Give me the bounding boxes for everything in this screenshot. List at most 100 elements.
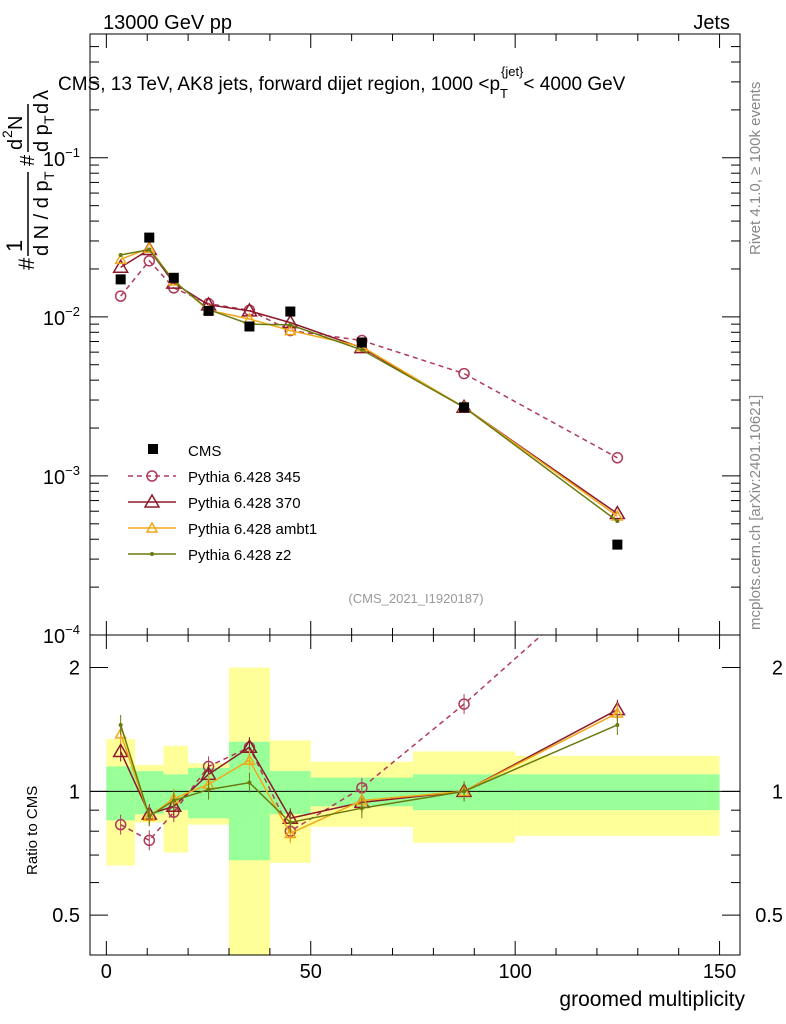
svg-text:d: d <box>5 139 27 150</box>
svg-text:T: T <box>41 171 57 180</box>
ratio-point-ambt1 <box>284 826 297 839</box>
point-z2 <box>288 322 293 327</box>
ratio-plot-frame <box>89 634 741 956</box>
ratio-y-tick-label-right: 0.5 <box>755 905 783 927</box>
ratio-point-p345 <box>114 818 127 831</box>
ratio-y-tick-label: 2 <box>69 658 80 680</box>
point-p345 <box>114 290 127 302</box>
legend-label: Pythia 6.428 z2 <box>188 547 291 564</box>
axis-ticks: 0 50 100 150 10−1 10−2 10−3 10−4 0.5 0.5 1 1 2 2 <box>43 34 783 983</box>
ratio-point-z2 <box>147 814 152 819</box>
y-tick-label: 10−2 <box>43 304 80 330</box>
title-text-a: CMS, 13 TeV, AK8 jets, forward dijet reg… <box>58 74 500 95</box>
cms-data-point <box>168 272 179 283</box>
ratio-point-p370 <box>112 743 129 758</box>
ratio-point-ambt1 <box>243 753 256 766</box>
ratio-series-z2 <box>118 714 620 833</box>
x-axis-label: groomed multiplicity <box>559 988 745 1011</box>
svg-text:1: 1 <box>2 240 27 252</box>
title-subscript: T <box>500 86 508 101</box>
svg-text:T: T <box>41 115 57 124</box>
cms-data-point <box>285 306 296 317</box>
plot-title: CMS, 13 TeV, AK8 jets, forward dijet reg… <box>58 64 626 101</box>
legend-marker-p370 <box>143 493 161 508</box>
point-z2 <box>147 247 152 252</box>
ratio-y-tick-label: 0.5 <box>52 905 80 927</box>
legend-marker-p345 <box>146 470 158 482</box>
svg-text:#: # <box>14 257 39 270</box>
title-text-b: < 4000 GeV <box>523 74 625 95</box>
point-p370 <box>241 302 258 317</box>
ratio-point-p370 <box>165 797 183 812</box>
point-z2 <box>359 347 364 352</box>
cms-data-point <box>356 337 367 348</box>
point-z2 <box>118 252 123 257</box>
cms-data-point <box>459 402 470 413</box>
y-tick-label: 10−1 <box>43 145 80 171</box>
x-tick-label: 0 <box>101 961 112 983</box>
ratio-point-p345 <box>458 698 470 710</box>
y-tick-label: 10−4 <box>43 622 80 648</box>
y-axis-label: # 1 d N / d p T # d 2 N d p T d λ <box>0 90 57 270</box>
point-p370 <box>112 258 129 274</box>
band-inner <box>269 771 311 815</box>
ratio-y-tick-label-right: 2 <box>772 658 783 680</box>
svg-text:2: 2 <box>0 130 15 138</box>
point-p370 <box>609 505 626 520</box>
legend-marker-ambt1 <box>145 521 159 533</box>
point-ambt1 <box>284 324 297 336</box>
cms-data-point <box>244 321 255 332</box>
legend: CMS Pythia 6.428 345 Pythia 6.428 370 Pythi… <box>128 443 317 564</box>
svg-text:#: # <box>17 154 39 166</box>
ratio-point-z2 <box>206 787 211 792</box>
band-inner <box>106 766 135 821</box>
ratio-y-tick-label: 1 <box>69 781 80 803</box>
rivet-version-label: Rivet 4.1.0, ≥ 100k events <box>747 82 764 255</box>
legend-marker-z2 <box>150 552 154 556</box>
main-plot-frame <box>89 33 741 636</box>
x-tick-label: 50 <box>300 961 322 983</box>
ratio-point-z2 <box>118 722 123 727</box>
point-ambt1 <box>114 252 127 265</box>
point-p345 <box>143 255 156 267</box>
ratio-point-z2 <box>462 789 467 794</box>
svg-text:λ: λ <box>31 90 53 100</box>
legend-label: Pythia 6.428 345 <box>188 469 301 486</box>
series-line-p345 <box>120 259 618 459</box>
point-ambt1 <box>143 241 156 253</box>
legend-label: CMS <box>188 443 221 460</box>
svg-text:d: d <box>31 103 53 114</box>
reference-label: (CMS_2021_I1920187) <box>348 591 483 606</box>
cms-data-point <box>203 305 214 316</box>
ratio-y-axis-label: Ratio to CMS <box>24 786 41 875</box>
ratio-point-p345 <box>612 563 622 573</box>
cms-data-point <box>612 539 623 550</box>
header-category-label: Jets <box>693 12 730 34</box>
point-p345 <box>458 367 470 380</box>
x-tick-label: 100 <box>498 961 531 983</box>
ratio-point-p345 <box>143 834 156 847</box>
data-series <box>112 232 626 851</box>
cms-data-point <box>115 274 126 285</box>
y-tick-label: 10−3 <box>43 463 80 489</box>
header-energy-label: 13000 GeV pp <box>103 12 232 34</box>
mcplots-source-label: mcplots.cern.ch [arXiv:2401.10621] <box>747 395 764 630</box>
x-tick-label: 150 <box>703 961 736 983</box>
title-superscript: {jet} <box>501 64 524 79</box>
legend-label: Pythia 6.428 370 <box>188 495 301 512</box>
svg-text:d p: d p <box>31 124 53 152</box>
ratio-point-z2 <box>615 722 620 727</box>
ratio-point-z2 <box>247 780 252 785</box>
ratio-uncertainty-bands <box>90 667 740 955</box>
legend-marker-cms <box>148 444 158 454</box>
ratio-point-z2 <box>359 806 364 811</box>
point-p345 <box>611 452 624 464</box>
svg-text:d N / d p: d N / d p <box>31 180 53 256</box>
ratio-y-tick-label-right: 1 <box>772 781 783 803</box>
point-p370 <box>282 314 299 329</box>
ratio-point-z2 <box>171 798 176 803</box>
legend-label: Pythia 6.428 ambt1 <box>188 521 317 538</box>
svg-text:N: N <box>5 116 27 130</box>
point-z2 <box>615 519 620 524</box>
